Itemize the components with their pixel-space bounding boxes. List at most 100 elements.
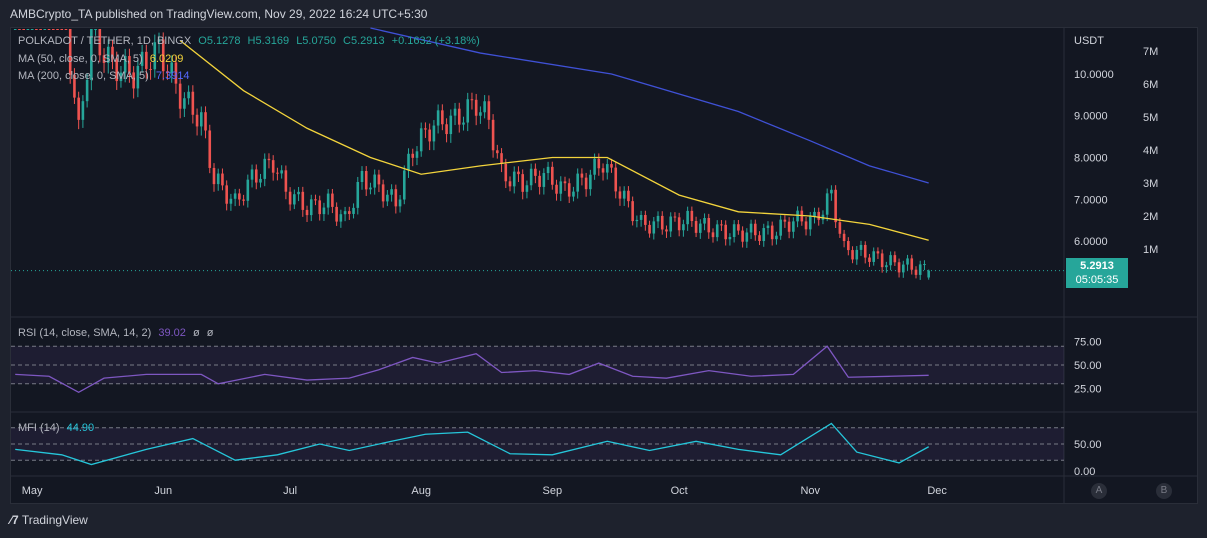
candle-body [927,270,930,278]
candle-body [589,174,592,190]
candle-body [229,198,233,204]
candle-body [314,199,317,201]
candle-body [483,101,486,113]
time-tick-label: Sep [543,485,563,497]
candle-body [715,224,719,238]
candle-body [525,185,529,192]
candle-body [847,241,850,251]
candle-body [694,221,698,233]
rsi-legend[interactable]: RSI (14, close, SMA, 14, 2) 39.02 ø ø [18,327,217,339]
candle-body [686,210,689,225]
time-tick-label: Nov [800,485,820,497]
candle-body [13,29,17,30]
ma50-value: 6.0209 [149,53,184,65]
candle-body [238,193,241,200]
tradingview-logo[interactable]: ⁄7 TradingView [10,513,88,527]
candle-body [504,163,508,182]
candle-body [783,219,787,222]
candle-body [597,158,601,169]
candle-body [233,193,237,199]
candle-body [178,83,182,109]
candle-body [195,114,199,127]
tv-brand-text: TradingView [21,513,88,527]
candle-body [356,181,360,208]
candle-body [593,158,596,175]
ma50-legend[interactable]: MA (50, close, 0, SMA, 5) 6.0209 [18,53,187,65]
candle-body [18,29,21,30]
log-scale-button[interactable]: B [1156,483,1172,499]
candle-body [605,164,609,173]
candle-body [787,221,791,232]
candle-body [470,99,474,101]
candle-body [466,99,470,123]
rsi-tick-label: 75.00 [1074,337,1102,349]
candle-body [538,175,541,187]
candle-body [808,216,812,230]
candle-body [221,173,224,186]
candle-body [246,179,250,201]
candle-body [161,39,165,72]
candle-body [26,29,30,30]
candle-body [51,29,55,30]
candle-body [500,153,503,164]
symbol-label[interactable]: POLKADOT / TETHER, 1D, BINGX [18,35,192,47]
candle-body [432,125,436,142]
auto-scale-button[interactable]: A [1091,483,1107,499]
candle-body [614,167,618,192]
candle-body [529,168,533,186]
price-tick-label: 7.0000 [1074,194,1108,206]
candle-body [682,224,685,231]
candle-body [288,191,292,205]
candle-body [170,62,173,74]
ma200-value: 7.3914 [155,70,190,82]
volume-tick-label: 3M [1143,178,1158,190]
candle-body [267,158,271,161]
candle-body [301,191,305,210]
candle-body [331,193,334,207]
candle-body [851,250,854,260]
mfi-legend[interactable]: MFI (14) 44.90 [18,422,98,434]
last-price-badge[interactable]: 5.2913 05:05:35 [1066,258,1128,288]
candle-body [191,91,195,115]
candle-body [855,249,859,260]
candle-body [140,51,144,66]
candle-body [200,112,203,127]
ma50-label: MA (50, close, 0, SMA, 5) [18,53,143,65]
candle-body [652,221,656,234]
candle-body [631,201,634,222]
candle-body [601,168,605,173]
ma200-legend[interactable]: MA (200, close, 0, SMA, 5) 7.3914 [18,70,194,82]
candle-body [352,207,355,214]
candle-body [64,29,68,30]
time-tick-label: Oct [671,485,688,497]
candle-body [656,215,660,222]
candle-body [453,108,457,116]
candle-body [90,29,93,80]
candle-body [348,211,351,214]
candle-body [115,58,119,82]
candle-body [153,42,157,70]
ma200-label: MA (200, close, 0, SMA, 5) [18,70,149,82]
candle-body [441,110,444,125]
candle-body [102,55,106,63]
candle-body [132,72,135,89]
candle-body [889,255,892,266]
candle-body [546,166,550,174]
candle-body [457,108,461,125]
candle-body [876,251,880,254]
ma50-line [179,40,929,241]
candle-body [487,101,491,120]
candle-body [128,55,131,73]
candle-body [47,29,51,30]
candle-body [517,171,520,175]
candle-body [145,51,148,69]
candle-body [758,235,761,242]
candle-body [842,233,846,242]
candle-body [728,236,732,240]
volume-tick-label: 2M [1143,211,1158,223]
candle-body [322,207,326,215]
candle-body [305,209,309,216]
candle-body [326,193,330,208]
candle-body [838,222,842,234]
